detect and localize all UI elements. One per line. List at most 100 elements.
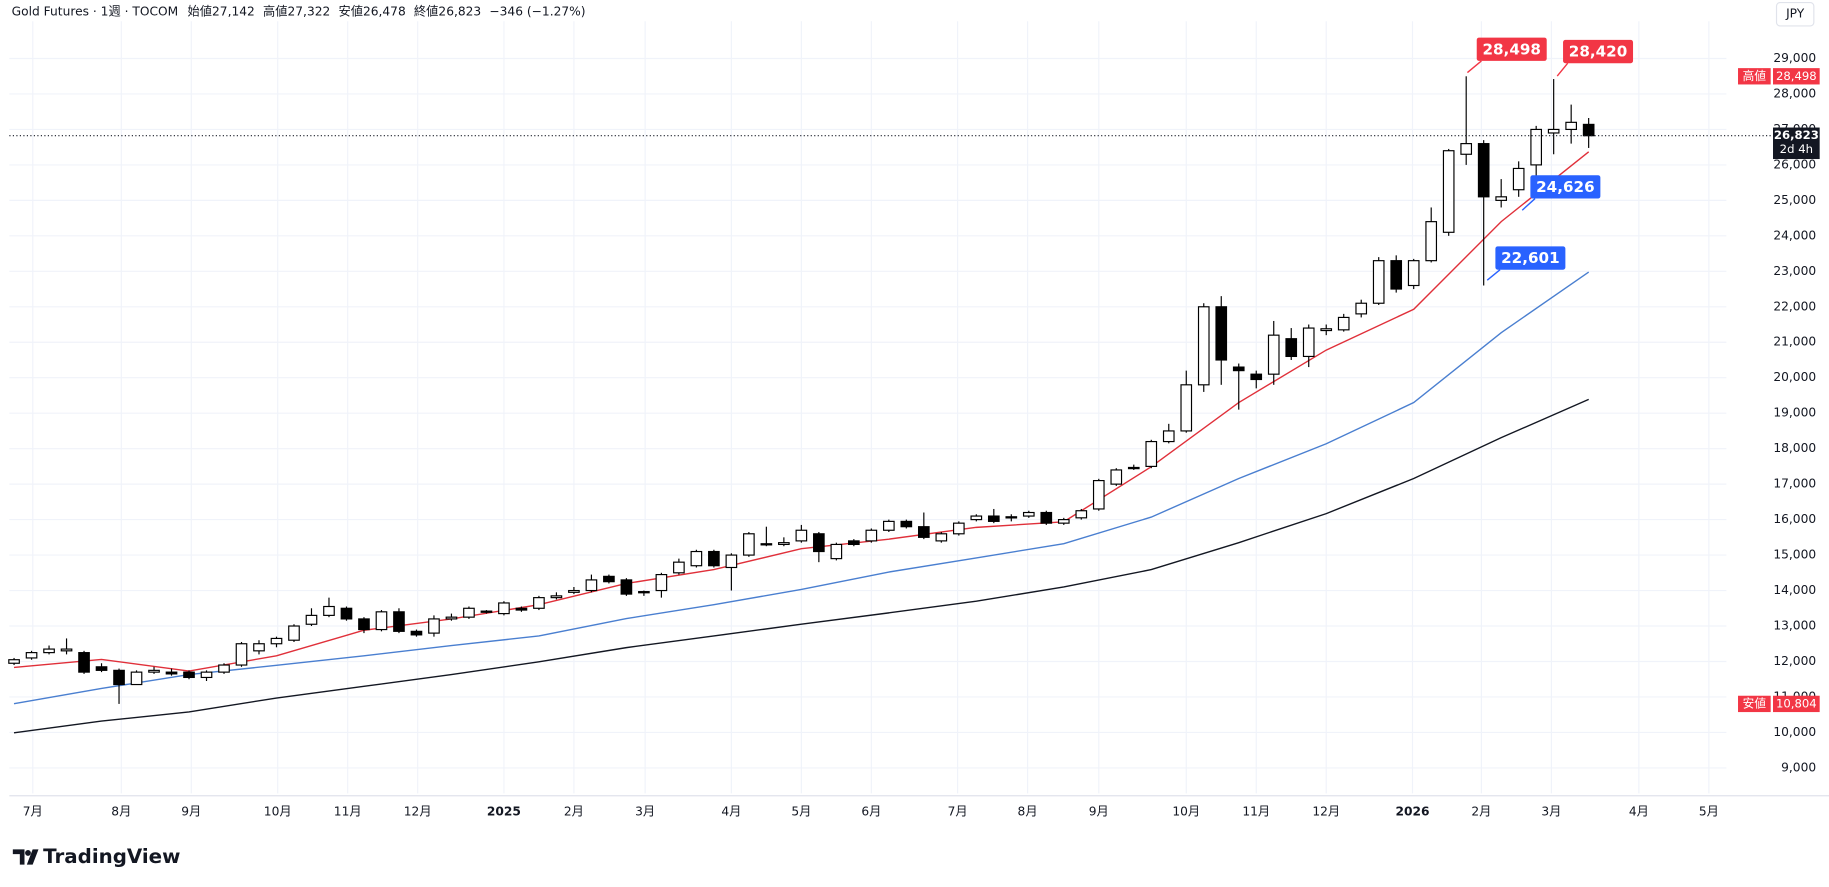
candle-body	[987, 515, 1000, 522]
candle-body	[148, 669, 160, 673]
callout-box	[1563, 39, 1634, 64]
y-tick-label: 18,000	[1773, 441, 1816, 455]
callout-pointer	[1521, 198, 1536, 211]
y-tick-label: 15,000	[1773, 548, 1816, 562]
x-tick-label: 3月	[1541, 805, 1561, 819]
price-tag-box	[1773, 68, 1820, 85]
callout-box	[1476, 37, 1547, 61]
candle-body	[1162, 430, 1175, 443]
candle-body	[1040, 511, 1053, 524]
candle-body	[43, 648, 55, 654]
x-tick-label: 4月	[721, 805, 741, 819]
candle-body	[1180, 384, 1193, 432]
candle-body	[288, 625, 300, 641]
callout-label: 22,601	[1501, 249, 1560, 267]
candle-body	[270, 637, 283, 645]
candle-body	[1320, 328, 1333, 332]
candle-body	[78, 652, 90, 673]
logo-text: TradingView	[43, 845, 180, 868]
ohlc-value: 26,823	[438, 4, 481, 18]
x-tick-label: 4月	[1629, 805, 1649, 819]
y-tick-label: 29,000	[1773, 51, 1816, 65]
y-tick-label: 21,000	[1773, 335, 1816, 349]
candle-body	[8, 659, 20, 664]
candle-body	[1442, 150, 1455, 233]
candle-body	[428, 618, 440, 634]
y-tick-label: 20,000	[1773, 370, 1816, 384]
currency-box[interactable]	[1775, 1, 1815, 27]
x-tick-label: 12月	[1312, 805, 1340, 819]
y-tick-label: 24,000	[1773, 228, 1816, 242]
y-tick-label: 22,000	[1773, 299, 1816, 313]
x-tick-label: 11月	[334, 805, 362, 819]
candle-body	[830, 543, 843, 560]
candle-body	[568, 589, 580, 593]
price-tag-name: 安値	[1743, 696, 1767, 710]
candle-body	[638, 591, 650, 594]
x-tick-label: 8月	[1018, 805, 1038, 819]
currency[interactable]: JPY	[1785, 7, 1805, 21]
candle-body	[848, 540, 860, 546]
change: −346 (−1.27%)	[489, 4, 585, 18]
candle-body	[1302, 327, 1315, 358]
x-tick-label: 2026	[1395, 805, 1429, 819]
x-tick-label: 5月	[1699, 805, 1719, 819]
candle-body	[1232, 366, 1245, 372]
candle-body	[1565, 121, 1577, 131]
callout-label: 24,626	[1536, 178, 1595, 196]
y-tick-label: 10,000	[1773, 725, 1816, 739]
candle-body	[795, 529, 808, 542]
last-price-label: 26,823	[1774, 128, 1819, 142]
candle-body	[708, 550, 720, 567]
logo: TradingView	[12, 845, 180, 868]
x-tick-label: 3月	[635, 805, 655, 819]
candle-body	[550, 595, 563, 599]
candle-body	[445, 616, 458, 620]
moving-average-line	[13, 398, 1589, 734]
candle-body	[183, 671, 195, 679]
y-tick-label: 9,000	[1781, 760, 1816, 774]
x-tick-label: 7月	[948, 805, 968, 819]
candle-body	[1285, 338, 1298, 358]
y-tick-label: 26,000	[1773, 157, 1816, 171]
candle-body	[253, 643, 265, 652]
x-tick-label: 2月	[564, 805, 584, 819]
chart-title: Gold Futures · 1週 · TOCOM	[12, 4, 179, 18]
price-tag-label: 28,498	[1776, 69, 1817, 83]
candle-body	[515, 607, 528, 611]
candle-body	[218, 664, 230, 673]
x-tick-label: 5月	[791, 805, 811, 819]
candle-body	[1075, 510, 1088, 519]
candle-body	[935, 533, 948, 542]
x-tick-label: 2025	[487, 805, 521, 819]
candle-body	[917, 526, 930, 538]
candle-body	[620, 579, 633, 595]
candle-body	[235, 643, 248, 666]
candle-body	[1110, 469, 1123, 485]
y-tick-label: 23,000	[1773, 264, 1816, 278]
candle-body	[900, 520, 913, 528]
candle-body	[725, 554, 738, 569]
price-tag-name-box	[1738, 695, 1771, 713]
candle-body	[1407, 260, 1420, 287]
candle-body	[1127, 466, 1140, 470]
candle-body	[393, 611, 405, 632]
candle-body	[1057, 519, 1070, 524]
candle-body	[1530, 128, 1543, 166]
candle-body	[970, 515, 983, 521]
ohlc-value: 27,142	[212, 4, 255, 18]
x-tick-label: 7月	[23, 805, 43, 819]
y-tick-label: 14,000	[1773, 583, 1816, 597]
candle-body	[1215, 306, 1228, 361]
callout-label: 28,420	[1569, 43, 1628, 61]
x-tick-label: 9月	[1089, 805, 1109, 819]
x-tick-label: 10月	[1172, 805, 1200, 819]
grid	[9, 21, 1727, 794]
candle-body	[498, 602, 510, 615]
candle-body	[1197, 306, 1210, 386]
candle-body	[1267, 334, 1280, 375]
candle-body	[690, 550, 703, 567]
candle-body	[410, 630, 423, 636]
candle-body	[1005, 516, 1018, 519]
candle-body	[778, 542, 790, 546]
